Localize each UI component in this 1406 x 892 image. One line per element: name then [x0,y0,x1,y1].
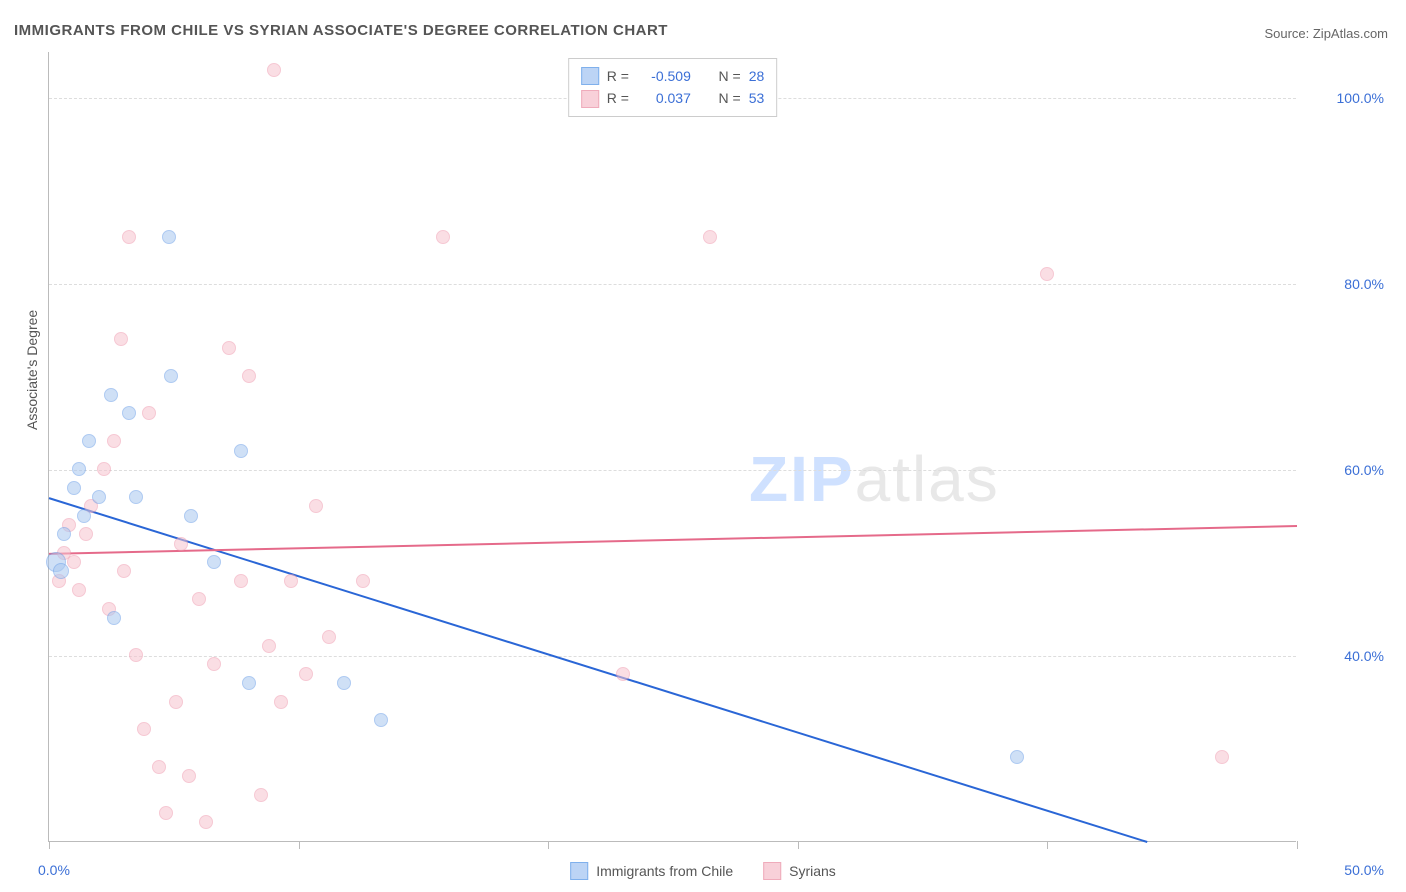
data-point-syrians [159,806,173,820]
data-point-chile [122,406,136,420]
stats-legend: R = -0.509 N = 28R = 0.037 N = 53 [568,58,778,117]
series-legend: Immigrants from Chile Syrians [570,862,836,880]
data-point-syrians [207,657,221,671]
data-point-syrians [222,341,236,355]
data-point-syrians [97,462,111,476]
x-tick [49,841,50,849]
x-tick [798,841,799,849]
data-point-syrians [152,760,166,774]
trend-line-syrians [49,526,1297,554]
n-label: N = [719,87,741,109]
data-point-chile [104,388,118,402]
legend-swatch-chile [570,862,588,880]
n-value-chile: 28 [749,65,765,87]
y-tick-label: 40.0% [1344,648,1384,664]
legend-label-syrians: Syrians [789,863,836,879]
data-point-chile [337,676,351,690]
data-point-syrians [122,230,136,244]
data-point-syrians [129,648,143,662]
legend-item-chile: Immigrants from Chile [570,862,733,880]
data-point-syrians [79,527,93,541]
data-point-syrians [284,574,298,588]
data-point-syrians [72,583,86,597]
data-point-syrians [274,695,288,709]
data-point-chile [77,509,91,523]
x-tick [548,841,549,849]
data-point-syrians [174,537,188,551]
data-point-syrians [436,230,450,244]
n-value-syrians: 53 [749,87,765,109]
stats-row-syrians: R = 0.037 N = 53 [581,87,765,109]
data-point-chile [53,563,69,579]
data-point-syrians [67,555,81,569]
y-tick-label: 80.0% [1344,276,1384,292]
stats-row-chile: R = -0.509 N = 28 [581,65,765,87]
data-point-syrians [309,499,323,513]
data-point-syrians [1040,267,1054,281]
data-point-chile [164,369,178,383]
x-axis-max-label: 50.0% [1344,862,1384,878]
r-value-syrians: 0.037 [637,87,691,109]
legend-swatch-syrians [763,862,781,880]
data-point-chile [1010,750,1024,764]
data-point-syrians [107,434,121,448]
data-point-chile [184,509,198,523]
data-point-syrians [137,722,151,736]
data-point-chile [129,490,143,504]
legend-label-chile: Immigrants from Chile [596,863,733,879]
data-point-chile [207,555,221,569]
x-tick [299,841,300,849]
data-point-syrians [142,406,156,420]
data-point-syrians [192,592,206,606]
data-point-syrians [322,630,336,644]
data-point-syrians [299,667,313,681]
data-point-chile [234,444,248,458]
x-tick [1297,841,1298,849]
data-point-chile [107,611,121,625]
data-point-syrians [234,574,248,588]
data-point-chile [92,490,106,504]
x-tick [1047,841,1048,849]
swatch-chile [581,67,599,85]
r-value-chile: -0.509 [637,65,691,87]
y-tick-label: 60.0% [1344,462,1384,478]
source-credit: Source: ZipAtlas.com [1264,26,1388,41]
data-point-syrians [267,63,281,77]
data-point-syrians [254,788,268,802]
data-point-syrians [114,332,128,346]
data-point-chile [82,434,96,448]
legend-item-syrians: Syrians [763,862,836,880]
data-point-chile [374,713,388,727]
swatch-syrians [581,90,599,108]
plot-area: ZIPatlas R = -0.509 N = 28R = 0.037 N = … [48,52,1296,842]
data-point-syrians [199,815,213,829]
data-point-syrians [242,369,256,383]
data-point-chile [162,230,176,244]
data-point-syrians [117,564,131,578]
r-label: R = [607,65,629,87]
r-label: R = [607,87,629,109]
data-point-chile [67,481,81,495]
data-point-chile [242,676,256,690]
data-point-syrians [182,769,196,783]
data-point-syrians [262,639,276,653]
chart-title: IMMIGRANTS FROM CHILE VS SYRIAN ASSOCIAT… [14,22,668,39]
data-point-syrians [1215,750,1229,764]
x-axis-min-label: 0.0% [38,862,70,878]
data-point-syrians [703,230,717,244]
data-point-syrians [616,667,630,681]
y-tick-label: 100.0% [1337,90,1384,106]
y-axis-label: Associate's Degree [24,310,40,430]
data-point-chile [57,527,71,541]
data-point-chile [72,462,86,476]
n-label: N = [719,65,741,87]
data-point-syrians [169,695,183,709]
data-point-syrians [356,574,370,588]
